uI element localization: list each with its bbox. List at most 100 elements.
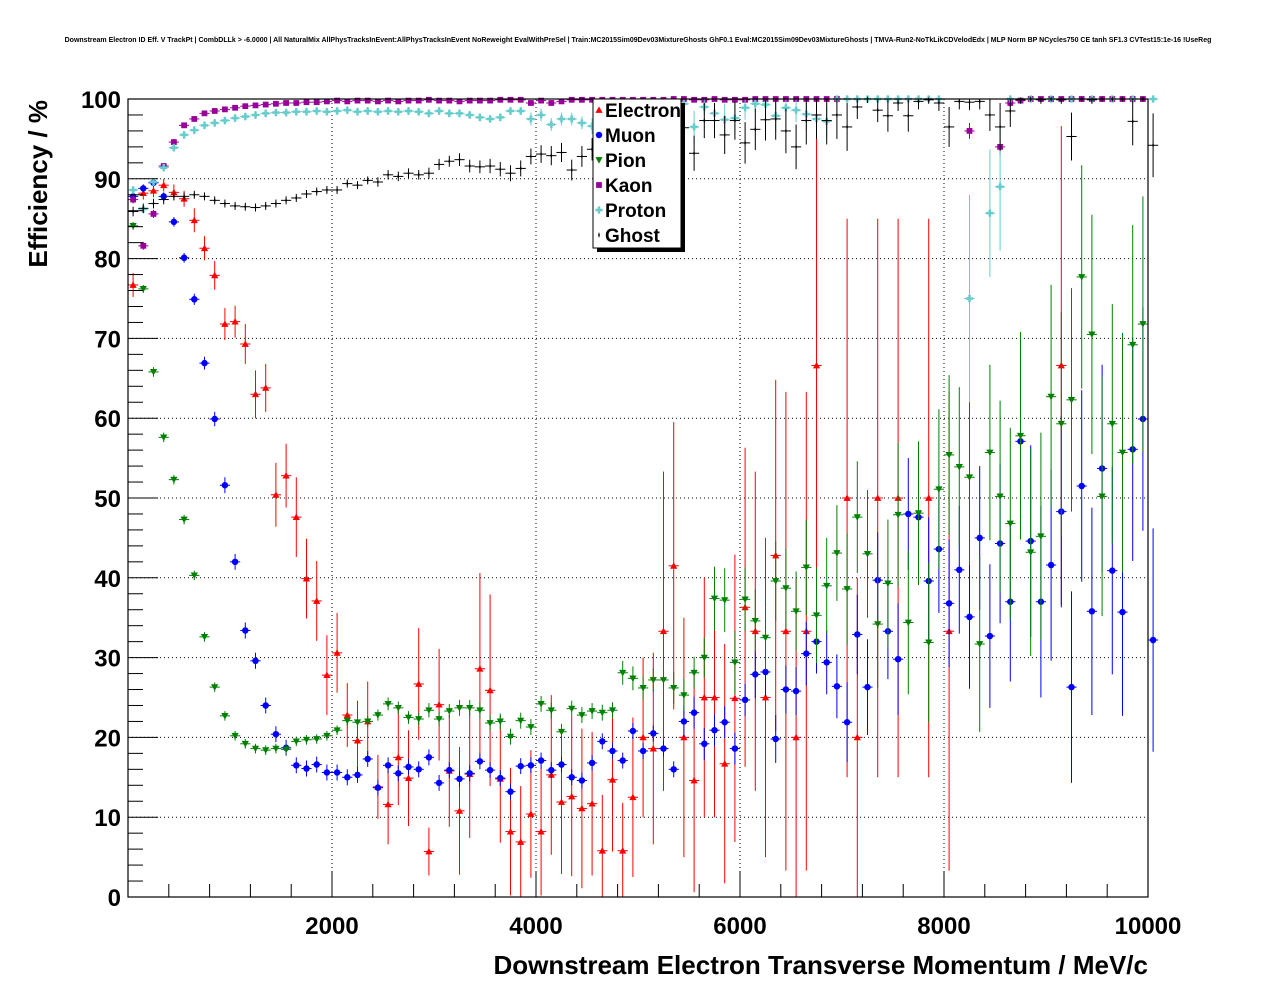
data-point-muon [984, 564, 995, 708]
data-point-kaon [138, 241, 149, 250]
y-tick-label: 0 [108, 885, 121, 912]
data-point-kaon [219, 106, 230, 113]
data-point-ghost [974, 98, 985, 110]
data-point-ghost [321, 185, 332, 194]
data-point-electron [668, 422, 679, 710]
data-point-pion [536, 695, 547, 712]
data-point-pion [260, 745, 271, 755]
y-tick-label: 20 [94, 725, 121, 752]
data-point-ghost [709, 102, 720, 139]
data-point-muon [1086, 507, 1097, 716]
data-point-muon [495, 770, 506, 787]
data-point-muon [852, 594, 863, 675]
data-point-pion [321, 731, 332, 741]
data-point-muon [301, 760, 312, 777]
data-point-muon [668, 761, 679, 778]
data-point-kaon [556, 98, 567, 105]
data-point-ghost [495, 162, 506, 177]
x-tick-label: 8000 [917, 913, 970, 940]
data-point-ghost [576, 146, 587, 167]
data-point-pion [423, 703, 434, 718]
data-point-pion [678, 679, 689, 712]
data-point-pion [1005, 427, 1016, 620]
data-point-pion [1066, 288, 1077, 512]
data-point-proton [311, 106, 322, 115]
data-point-proton [536, 108, 547, 122]
data-point-pion [576, 707, 587, 724]
legend-entry-kaon: Kaon [596, 176, 653, 197]
data-point-ghost [332, 185, 343, 194]
data-point-ghost [944, 106, 955, 147]
data-point-ghost [933, 99, 944, 111]
data-point-pion [882, 519, 893, 648]
data-point-kaon [485, 97, 496, 104]
data-point-proton [281, 108, 292, 117]
data-point-electron [607, 707, 618, 852]
data-point-proton [546, 118, 557, 131]
data-point-pion [984, 364, 995, 541]
data-point-muon [485, 762, 496, 779]
data-point-pion [158, 432, 169, 443]
legend-label: Electron [605, 101, 681, 122]
data-point-muon [893, 603, 904, 716]
data-point-proton [158, 163, 169, 172]
data-point-muon [199, 356, 210, 370]
data-point-ghost [556, 142, 567, 163]
data-point-ghost [811, 99, 822, 139]
data-point-electron [189, 208, 200, 233]
data-point-proton [301, 107, 312, 116]
data-point-muon [648, 725, 659, 742]
legend-entry-muon: Muon [595, 126, 656, 147]
data-point-proton [413, 107, 424, 116]
data-point-ghost [791, 124, 802, 170]
data-point-ghost [719, 115, 730, 155]
data-point-pion [413, 712, 424, 726]
data-point-muon [342, 769, 353, 786]
data-point-pion [1137, 196, 1148, 452]
data-point-pion [627, 666, 638, 691]
axes: 2000 4000 6000 8000 10000 0 10 20 30 40 50 60 70 80 90… [81, 87, 1181, 940]
data-point-muon [546, 762, 557, 779]
data-point-proton [515, 106, 526, 115]
legend-label: Ghost [605, 226, 661, 247]
data-point-ghost [352, 181, 363, 190]
data-point-muon [699, 727, 710, 760]
data-point-proton [1148, 95, 1159, 103]
data-point-pion [1025, 448, 1036, 657]
data-point-pion [444, 703, 455, 719]
data-point-muon [770, 715, 781, 763]
data-point-kaon [321, 98, 332, 105]
data-point-pion [1076, 165, 1087, 389]
data-point-muon [240, 622, 251, 639]
x-tick-label: 6000 [713, 913, 766, 940]
data-point-pion [546, 702, 557, 719]
data-point-muon [576, 772, 587, 789]
data-point-muon [179, 253, 190, 263]
data-point-kaon [189, 116, 200, 122]
data-point-pion [954, 387, 965, 547]
y-axis-title: Efficiency / % [23, 100, 53, 268]
data-point-pion [893, 442, 904, 587]
data-point-kaon [230, 104, 241, 111]
data-point-pion [372, 709, 383, 721]
data-point-proton [209, 118, 220, 127]
legend-entry-pion: Pion [595, 151, 646, 172]
data-point-ghost [689, 135, 700, 171]
data-point-muon [403, 758, 414, 775]
data-point-ghost [1005, 99, 1016, 127]
data-point-pion [862, 490, 873, 618]
data-point-electron [780, 391, 791, 871]
data-point-ghost [831, 99, 842, 139]
data-point-pion [740, 567, 751, 632]
data-point-ghost [1127, 99, 1138, 146]
data-point-muon [372, 779, 383, 796]
data-point-pion [638, 675, 649, 700]
data-point-kaon [362, 97, 373, 104]
data-point-ghost [464, 159, 475, 173]
data-point-kaon [209, 108, 220, 114]
data-point-pion [903, 550, 914, 695]
data-point-muon [413, 761, 424, 778]
data-point-ghost [770, 99, 781, 140]
data-point-proton [179, 130, 190, 139]
